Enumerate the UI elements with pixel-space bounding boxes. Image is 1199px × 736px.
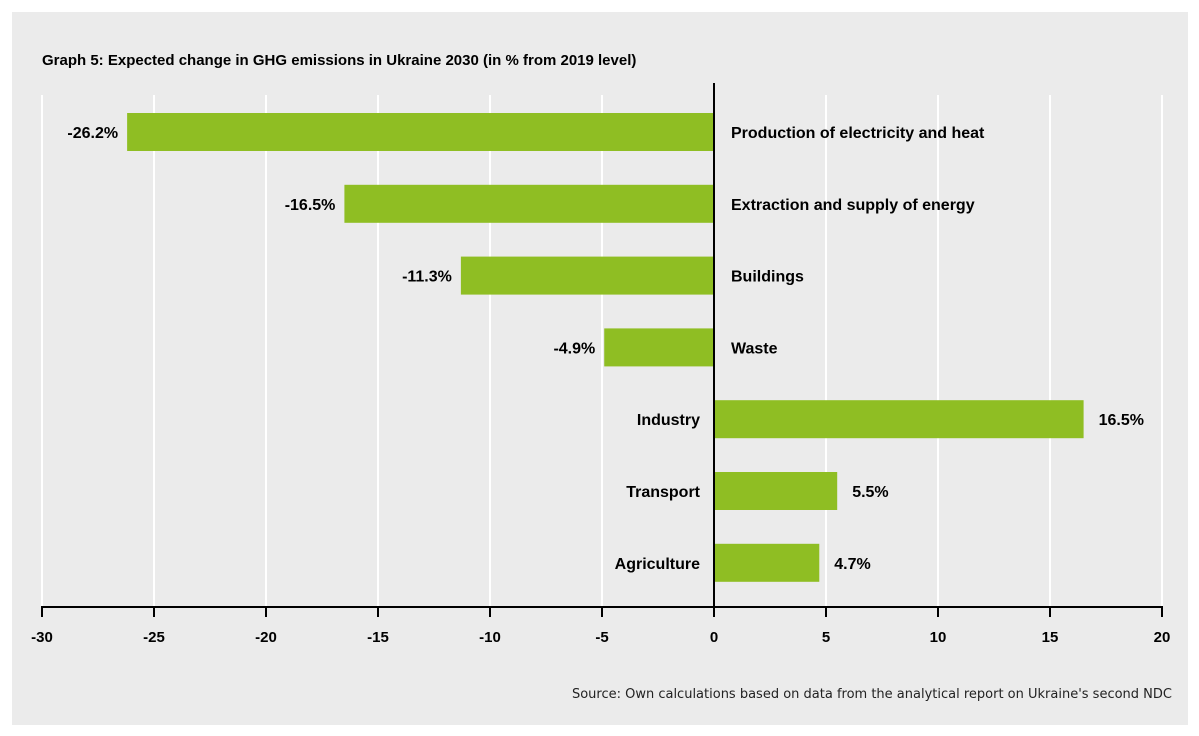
x-tick-label: -20 bbox=[255, 629, 277, 646]
x-tick-label: -25 bbox=[143, 629, 165, 646]
bar bbox=[714, 543, 820, 582]
x-tick-label: -5 bbox=[595, 629, 608, 646]
axes: -30 -25 -20 -15 -10 -5 0 5 10 15 20 bbox=[31, 83, 1170, 646]
category-label: Extraction and supply of energy bbox=[731, 197, 975, 214]
x-tick-label: 10 bbox=[930, 629, 947, 646]
bar bbox=[714, 472, 838, 510]
category-label: Transport bbox=[626, 484, 700, 501]
bar bbox=[714, 400, 1084, 439]
bar bbox=[460, 256, 714, 295]
category-label: Agriculture bbox=[615, 556, 700, 573]
category-label: Buildings bbox=[731, 269, 804, 286]
bar bbox=[127, 113, 715, 151]
value-label: -4.9% bbox=[553, 340, 595, 357]
value-label: 5.5% bbox=[852, 484, 888, 501]
bar bbox=[604, 328, 714, 367]
x-tick-label: 20 bbox=[1154, 629, 1171, 646]
x-tick-label: -10 bbox=[479, 629, 501, 646]
value-label: -11.3% bbox=[402, 269, 452, 286]
value-label: 4.7% bbox=[834, 556, 870, 573]
source-note: Source: Own calculations based on data f… bbox=[571, 687, 1172, 702]
category-label: Industry bbox=[637, 412, 700, 429]
value-label: -26.2% bbox=[67, 125, 118, 142]
bar bbox=[344, 184, 714, 223]
value-label: -16.5% bbox=[285, 197, 336, 214]
category-label: Waste bbox=[731, 340, 778, 357]
x-tick-label: 15 bbox=[1042, 629, 1059, 646]
labels: -26.2% Production of electricity and heat… bbox=[67, 125, 1144, 573]
x-tick-label: -15 bbox=[367, 629, 389, 646]
grid-lines bbox=[41, 95, 1163, 607]
x-tick-label: 0 bbox=[710, 629, 718, 646]
x-tick-label: -30 bbox=[31, 629, 53, 646]
x-tick-label: 5 bbox=[822, 629, 830, 646]
bars bbox=[127, 113, 1084, 582]
chart-title: Graph 5: Expected change in GHG emission… bbox=[42, 52, 637, 69]
category-label: Production of electricity and heat bbox=[731, 125, 985, 142]
value-label: 16.5% bbox=[1099, 412, 1144, 429]
